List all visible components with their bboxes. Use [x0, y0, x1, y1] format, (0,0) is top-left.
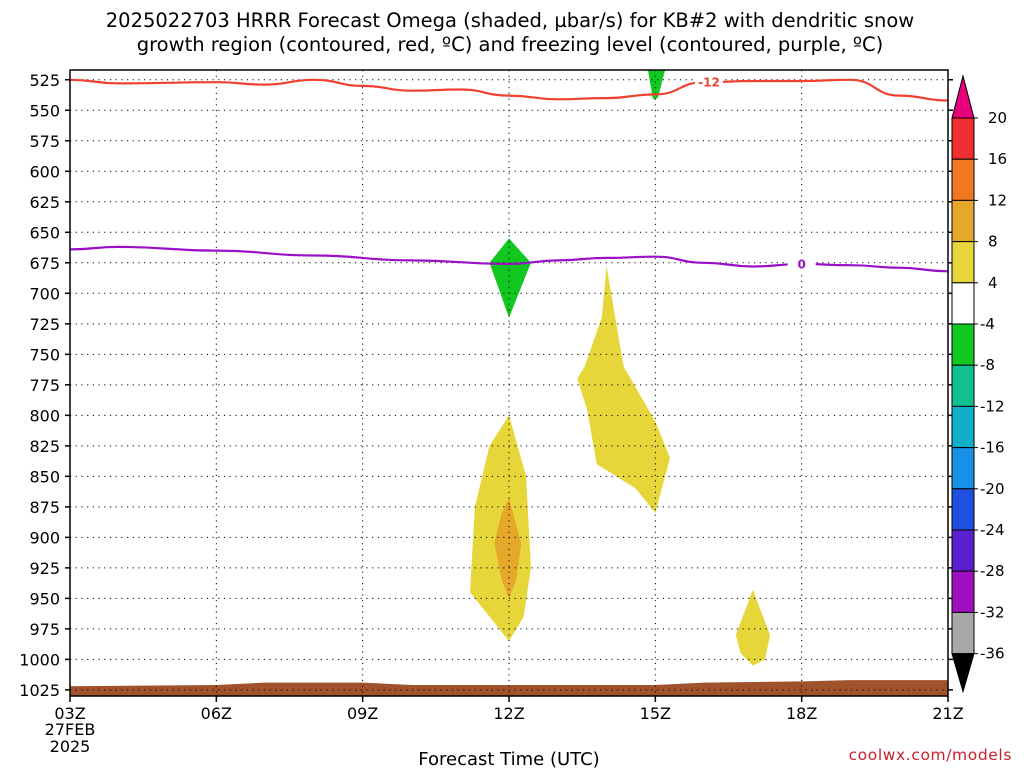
terrain-fill [70, 680, 948, 696]
credit-text: coolwx.com/models [849, 746, 1012, 764]
colorbar-label--36: -36 [980, 645, 1005, 663]
y-tick-label-525: 525 [29, 71, 60, 90]
y-tick-label-700: 700 [29, 284, 60, 303]
colorbar-box-2 [951, 158, 975, 201]
colorbar-box-6 [951, 323, 975, 366]
colorbar-box-9 [951, 447, 975, 490]
colorbar-label--12: -12 [980, 397, 1005, 415]
colorbar-box-11 [951, 529, 975, 572]
contour-layer: -12 0 [69, 75, 949, 273]
omega-region-4 [494, 498, 522, 599]
colorbar-box-13 [951, 611, 975, 655]
omega-region-2 [577, 266, 670, 513]
y-tick-label-550: 550 [29, 101, 60, 120]
x-tick-label-18Z: 18Z [786, 704, 817, 723]
colorbar-label-8: 8 [988, 233, 998, 251]
y-tick-label-600: 600 [29, 162, 60, 181]
y-tick-label-800: 800 [29, 406, 60, 425]
colorbar: 20 16 12 8 4 -4 -8 -12 -16 -20 -24 -28 -32 -36 [951, 74, 1007, 694]
omega-region-0 [648, 70, 666, 100]
chart-title-line1: 2025022703 HRRR Forecast Omega (shaded, … [106, 9, 915, 32]
colorbar-label-20: 20 [988, 109, 1007, 127]
y-tick-label-650: 650 [29, 223, 60, 242]
colorbar-label-12: 12 [988, 191, 1007, 209]
y-tick-label-975: 975 [29, 620, 60, 639]
colorbar-label-16: 16 [988, 150, 1007, 168]
grid-layer [70, 70, 948, 696]
x-axis-label: Forecast Time (UTC) [418, 749, 599, 768]
colorbar-box-7 [951, 364, 975, 407]
colorbar-label--32: -32 [980, 603, 1005, 621]
y-tick-label-675: 675 [29, 254, 60, 273]
y-tick-label-1025: 1025 [19, 681, 60, 700]
colorbar-box-8 [951, 405, 975, 449]
colorbar-arrow-bottom [951, 653, 975, 694]
x-tick-label-06Z: 06Z [201, 704, 232, 723]
colorbar-box-1 [951, 117, 975, 160]
y-tick-label-875: 875 [29, 498, 60, 517]
contour-label-1: 0 [797, 258, 805, 272]
colorbar-label--28: -28 [980, 562, 1005, 580]
y-tick-label-850: 850 [29, 467, 60, 486]
colorbar-label--4: -4 [980, 315, 995, 333]
x-tick-label-03Z: 03Z [54, 704, 85, 723]
contour-label-bg-0 [694, 75, 723, 90]
colorbar-label--20: -20 [980, 480, 1005, 498]
contour-label-0: -12 [698, 76, 720, 90]
colorbar-box-4 [951, 241, 975, 284]
contour-line-0 [69, 78, 949, 102]
y-tick-label-625: 625 [29, 193, 60, 212]
y-tick-label-1000: 1000 [19, 650, 60, 669]
x-tick-label-12Z: 12Z [493, 704, 524, 723]
y-tick-label-950: 950 [29, 589, 60, 608]
x-axis: 03Z 06Z 09Z 12Z 15Z 18Z 21Z [54, 696, 964, 723]
x-tick-label-15Z: 15Z [640, 704, 671, 723]
x-date-line1: 27FEB [45, 720, 96, 739]
y-tick-label-725: 725 [29, 315, 60, 334]
y-tick-label-925: 925 [29, 559, 60, 578]
colorbar-arrow-top [951, 74, 975, 119]
colorbar-label--16: -16 [980, 439, 1005, 457]
contour-line-1 [69, 245, 949, 273]
terrain-layer [70, 680, 948, 696]
colorbar-box-3 [951, 199, 975, 243]
x-date-line2: 2025 [50, 737, 91, 756]
omega-region-5 [735, 589, 770, 666]
y-tick-label-575: 575 [29, 132, 60, 151]
x-tick-label-09Z: 09Z [347, 704, 378, 723]
shaded-omega-regions [470, 70, 770, 666]
colorbar-label--8: -8 [980, 356, 995, 374]
y-tick-label-775: 775 [29, 376, 60, 395]
y-tick-label-750: 750 [29, 345, 60, 364]
x-tick-label-21Z: 21Z [932, 704, 963, 723]
colorbar-box-12 [951, 570, 975, 613]
y-axis: 525 550 575 600 625 650 675 700 725 750 775 800 825 8… [19, 71, 953, 700]
colorbar-label-4: 4 [988, 274, 998, 292]
colorbar-box-5 [951, 282, 975, 325]
y-tick-label-900: 900 [29, 528, 60, 547]
chart-title-line2: growth region (contoured, red, ºC) and f… [137, 33, 884, 56]
y-tick-label-825: 825 [29, 437, 60, 456]
contour-label-bg-1 [787, 257, 816, 272]
omega-region-1 [489, 238, 531, 318]
colorbar-label--24: -24 [980, 521, 1005, 539]
colorbar-box-10 [951, 488, 975, 531]
